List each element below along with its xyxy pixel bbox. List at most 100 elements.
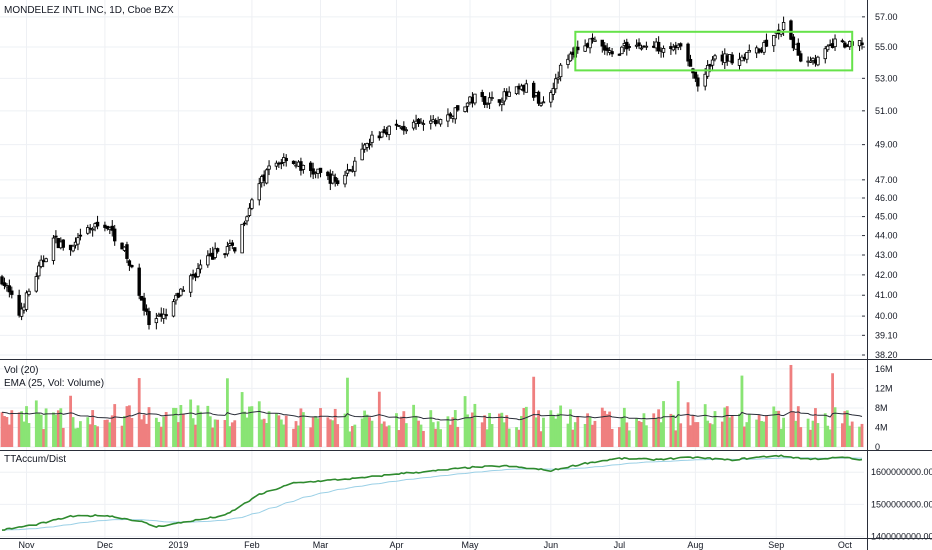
volume-bar[interactable] [608, 411, 612, 447]
candle[interactable] [416, 117, 421, 127]
candle[interactable] [480, 89, 484, 102]
volume-bar[interactable] [828, 429, 832, 447]
candle[interactable] [593, 36, 597, 42]
volume-bar[interactable] [248, 406, 251, 447]
volume-bar[interactable] [181, 413, 185, 447]
volume-bar[interactable] [448, 424, 452, 447]
candle[interactable] [19, 302, 24, 321]
volume-bar[interactable] [860, 423, 864, 447]
volume-bar[interactable] [368, 417, 371, 447]
candle[interactable] [264, 168, 269, 185]
volume-bar[interactable] [3, 416, 6, 447]
volume-bar[interactable] [713, 411, 717, 447]
candle[interactable] [240, 223, 244, 254]
volume-bar[interactable] [669, 413, 673, 447]
volume-bar[interactable] [644, 425, 648, 447]
volume-bar[interactable] [593, 420, 597, 447]
volume-bar[interactable] [591, 424, 594, 447]
candle[interactable] [583, 39, 587, 52]
candle[interactable] [617, 53, 622, 56]
volume-bar[interactable] [845, 410, 849, 447]
candle[interactable] [825, 44, 830, 52]
volume-bar[interactable] [422, 430, 425, 447]
candle[interactable] [311, 162, 315, 180]
volume-bar[interactable] [622, 407, 626, 447]
candle[interactable] [713, 53, 717, 62]
candle[interactable] [789, 19, 793, 41]
volume-bar[interactable] [250, 406, 254, 447]
candle[interactable] [605, 43, 609, 56]
volume-bar[interactable] [79, 421, 82, 447]
volume-bar[interactable] [676, 381, 680, 447]
volume-bar[interactable] [796, 406, 800, 447]
volume-bar[interactable] [130, 417, 134, 447]
volume-bar[interactable] [791, 411, 795, 447]
candle[interactable] [637, 38, 641, 49]
candle[interactable] [514, 86, 519, 96]
volume-bar[interactable] [297, 425, 300, 447]
candle[interactable] [678, 42, 683, 51]
candle[interactable] [487, 92, 492, 110]
candle[interactable] [291, 160, 296, 165]
candle[interactable] [397, 125, 401, 127]
candle[interactable] [127, 259, 132, 271]
candle[interactable] [661, 45, 666, 58]
volume-bar[interactable] [600, 407, 604, 447]
candle[interactable] [811, 57, 815, 65]
volume-bar[interactable] [402, 411, 406, 447]
volume-bar[interactable] [343, 413, 347, 447]
candle[interactable] [600, 39, 604, 53]
volume-bar[interactable] [833, 407, 837, 447]
volume-bar[interactable] [243, 411, 246, 447]
consolidation-rectangle[interactable] [574, 30, 854, 72]
volume-bar[interactable] [76, 427, 80, 447]
candle[interactable] [181, 286, 186, 292]
volume-bar[interactable] [377, 391, 381, 447]
candle[interactable] [360, 142, 364, 161]
candle[interactable] [142, 292, 146, 316]
candle[interactable] [473, 93, 477, 106]
volume-bar[interactable] [0, 412, 4, 447]
volume-bar[interactable] [395, 413, 398, 447]
candle[interactable] [620, 45, 624, 55]
volume-bar[interactable] [814, 408, 817, 447]
volume-bar[interactable] [159, 426, 163, 447]
volume-bar[interactable] [348, 431, 352, 447]
candle[interactable] [456, 105, 460, 112]
candle[interactable] [0, 274, 4, 286]
volume-bar[interactable] [703, 404, 707, 447]
candle[interactable] [86, 224, 90, 235]
volume-bar[interactable] [556, 413, 560, 447]
volume-bar[interactable] [213, 419, 217, 447]
candle[interactable] [71, 244, 75, 253]
candle[interactable] [453, 107, 457, 124]
volume-bar[interactable] [336, 424, 340, 447]
volume-bar[interactable] [480, 422, 484, 447]
candle[interactable] [627, 43, 631, 51]
volume-bar[interactable] [618, 427, 621, 447]
candle[interactable] [644, 41, 649, 51]
volume-bar[interactable] [517, 429, 521, 447]
volume-bar[interactable] [522, 408, 526, 447]
volume-bar[interactable] [576, 416, 580, 447]
volume-bar[interactable] [696, 422, 700, 447]
volume-bar[interactable] [257, 401, 261, 447]
candle[interactable] [688, 54, 693, 67]
candle[interactable] [353, 156, 357, 177]
volume-bar[interactable] [301, 412, 305, 447]
volume-bar[interactable] [686, 402, 690, 447]
volume-bar[interactable] [488, 412, 491, 447]
candle[interactable] [174, 293, 178, 305]
volume-bar[interactable] [363, 410, 367, 447]
volume-bar[interactable] [659, 422, 663, 447]
volume-bar[interactable] [740, 375, 744, 447]
volume-bar[interactable] [59, 408, 63, 447]
candle[interactable] [233, 247, 237, 254]
volume-bar[interactable] [674, 430, 678, 447]
volume-bar[interactable] [573, 422, 577, 447]
volume-bar[interactable] [103, 419, 107, 447]
volume-bar[interactable] [39, 414, 43, 447]
volume-bar[interactable] [7, 424, 11, 447]
volume-bar[interactable] [559, 405, 563, 447]
candle[interactable] [130, 264, 134, 269]
